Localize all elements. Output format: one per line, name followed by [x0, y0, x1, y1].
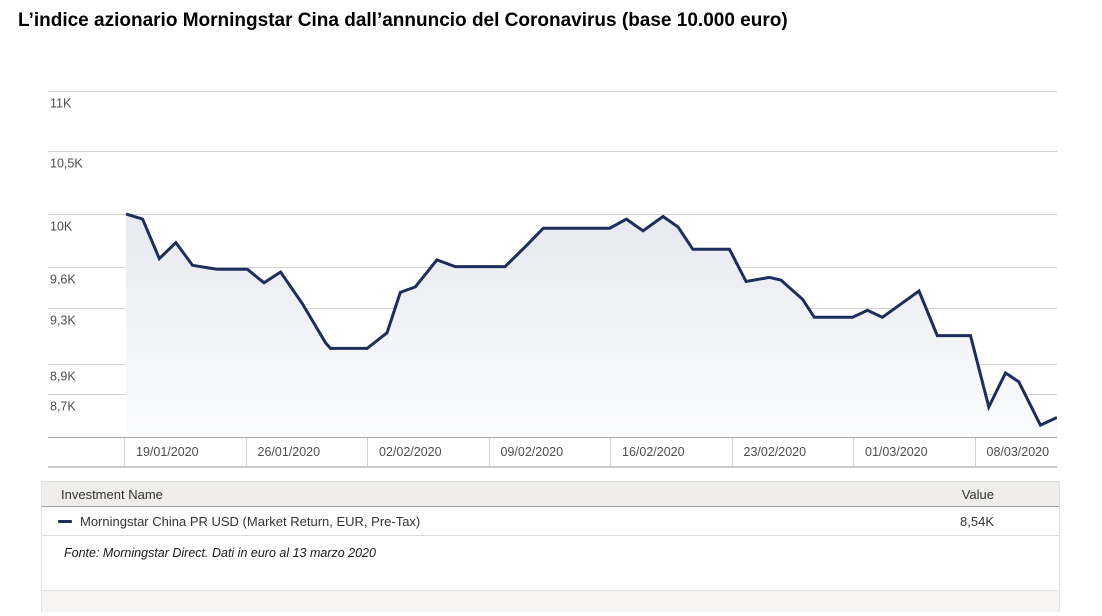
y-axis-tick-label: 11K: [50, 97, 72, 111]
y-axis-tick-label: 8,7K: [50, 400, 76, 414]
y-axis-tick-label: 9,3K: [50, 314, 76, 328]
x-axis-tick-label: 26/01/2020: [245, 438, 368, 466]
series-area-fill: [126, 214, 1057, 436]
x-axis-tick-label: 02/02/2020: [367, 438, 489, 466]
investment-name-cell: Morningstar China PR USD (Market Return,…: [42, 514, 829, 529]
x-axis-tick-label: 08/03/2020: [974, 438, 1058, 466]
table-row: Morningstar China PR USD (Market Return,…: [42, 507, 1059, 536]
y-axis-tick-label: 10K: [50, 220, 73, 234]
y-axis-labels: 11K 10,5K 10K 9,6K 9,3K 8,9K 8,7K: [50, 97, 83, 414]
y-axis-tick-label: 9,6K: [50, 273, 76, 287]
x-axis-tick-label: 09/02/2020: [488, 438, 611, 466]
chart-title: L’indice azionario Morningstar Cina dall…: [18, 10, 788, 31]
series-color-dash-icon: [58, 519, 72, 523]
x-axis-date-row: 19/01/2020 26/01/2020 02/02/2020 09/02/2020…: [48, 437, 1057, 468]
x-axis-tick-label: 19/01/2020: [124, 438, 246, 466]
source-note: Fonte: Morningstar Direct. Dati in euro …: [64, 546, 376, 560]
price-chart: 11K 10,5K 10K 9,6K 9,3K 8,9K 8,7K: [48, 85, 1058, 437]
area-chart-canvas: 11K 10,5K 10K 9,6K 9,3K 8,9K 8,7K: [48, 91, 1058, 436]
legend-table-section: Investment Name Value Morningstar China …: [41, 481, 1060, 612]
table-header-row: Investment Name Value: [42, 481, 1059, 507]
header-investment-name: Investment Name: [61, 486, 163, 502]
series-line: [125, 212, 1058, 428]
x-axis-tick-label: 01/03/2020: [853, 438, 975, 466]
y-axis-tick-label: 8,9K: [50, 370, 76, 384]
x-axis-leading-cell: [48, 438, 124, 466]
x-axis-tick-label: 23/02/2020: [731, 438, 854, 466]
area-fill-path: [126, 214, 1057, 436]
bottom-band: [42, 590, 1059, 612]
investment-name-label: Morningstar China PR USD (Market Return,…: [80, 513, 421, 529]
x-axis-tick-label: 16/02/2020: [610, 438, 732, 466]
header-value: Value: [961, 486, 994, 502]
series-polyline: [125, 212, 1058, 428]
investment-value-cell: 8,54K: [960, 513, 994, 529]
y-axis-tick-label: 10,5K: [50, 157, 83, 171]
